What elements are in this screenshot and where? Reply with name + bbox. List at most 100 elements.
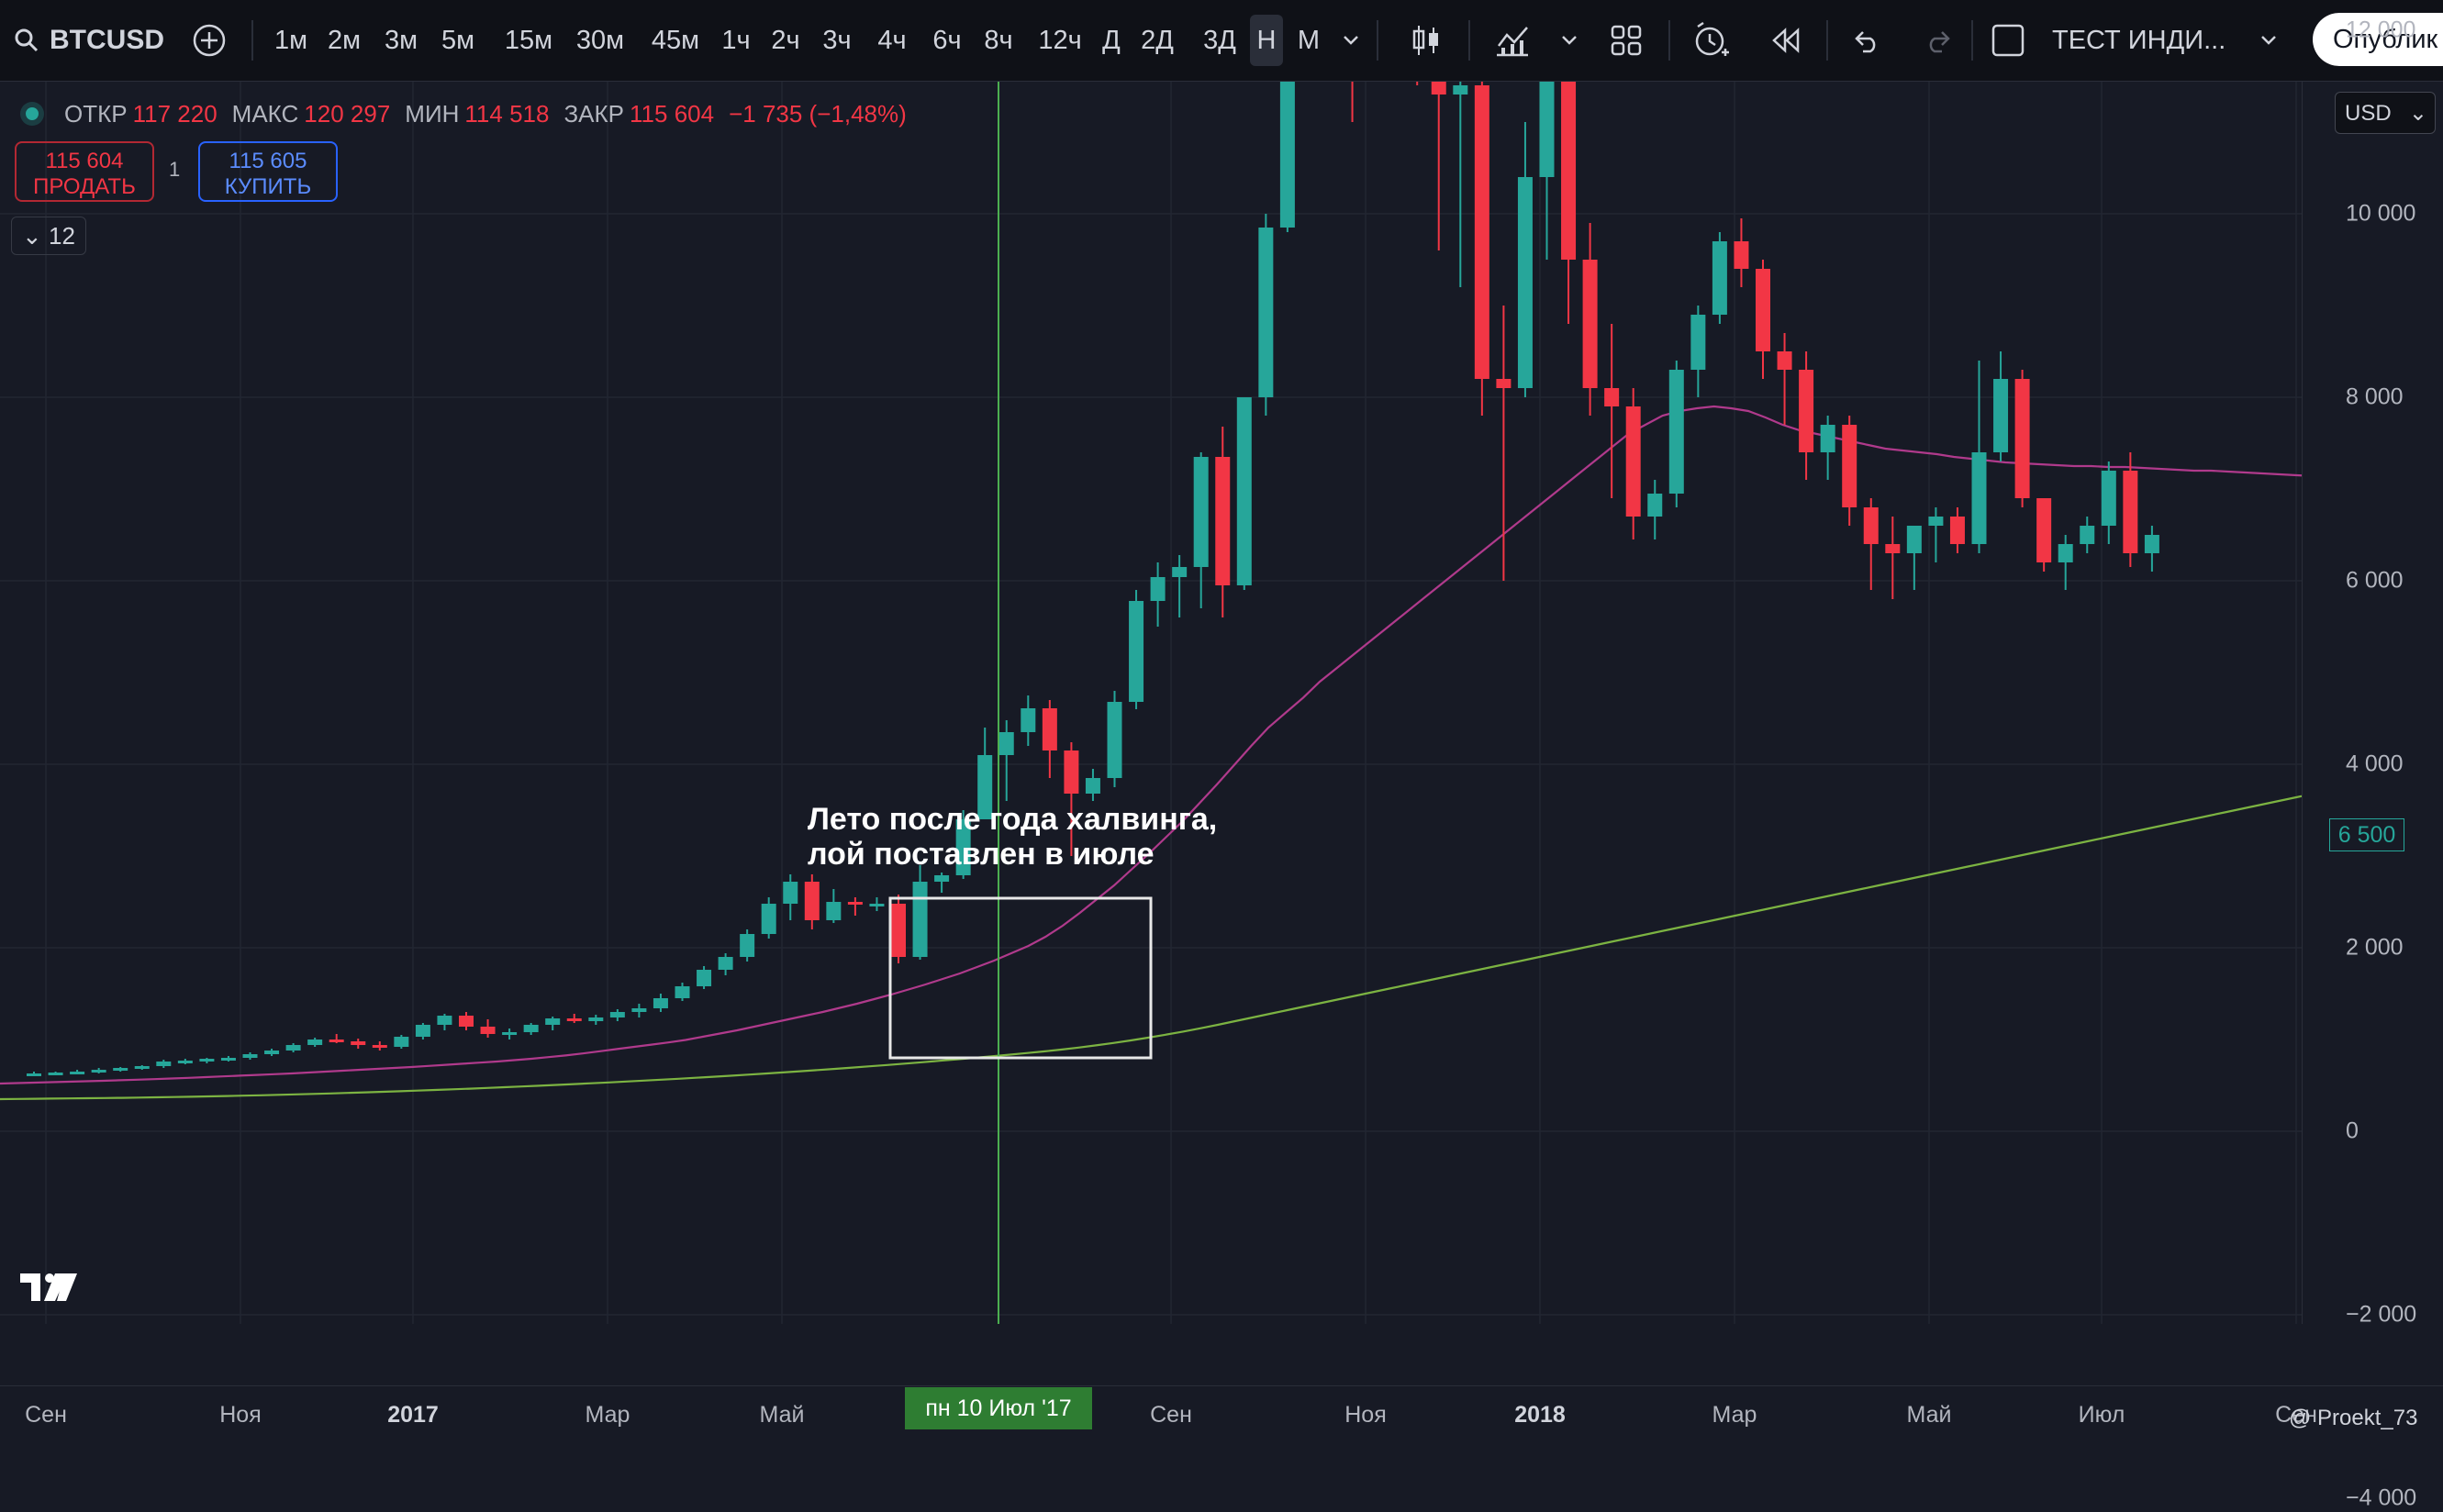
candle <box>955 810 971 879</box>
timeframe-11[interactable]: 6ч <box>932 26 962 55</box>
time-tick: Ноя <box>1344 1402 1387 1428</box>
timeframe-3[interactable]: 5м <box>441 26 475 55</box>
candle <box>998 720 1014 801</box>
candle <box>1885 517 1901 599</box>
timeframe-8[interactable]: 2ч <box>771 26 800 55</box>
timeframe-4[interactable]: 15м <box>504 26 553 55</box>
currency-value: USD <box>2345 101 2392 126</box>
candle <box>1799 351 1814 480</box>
open-value: 117 220 <box>132 99 218 128</box>
time-tick: Июл <box>2078 1402 2125 1428</box>
timeframe-1[interactable]: 2м <box>327 26 362 55</box>
candle-body <box>1799 370 1814 452</box>
candle-body <box>1561 82 1577 260</box>
timeframe-15[interactable]: 2Д <box>1141 26 1174 55</box>
timeframe-18[interactable]: М <box>1297 26 1321 55</box>
buy-button[interactable]: 115 605 КУПИТЬ <box>198 141 338 202</box>
candle <box>459 1012 474 1030</box>
candle-body <box>1993 379 2009 452</box>
candle-body <box>998 732 1014 755</box>
candle <box>1064 742 1079 856</box>
candle <box>1971 361 1987 553</box>
candle <box>826 889 842 923</box>
sell-button[interactable]: 115 604 ПРОДАТЬ <box>15 141 154 202</box>
chevron-down-icon[interactable] <box>2258 0 2280 81</box>
timeframe-14[interactable]: Д <box>1102 26 1121 55</box>
candle-body <box>675 986 690 998</box>
candle <box>220 1056 236 1062</box>
candle <box>70 1070 85 1074</box>
candle <box>1756 260 1770 379</box>
candle <box>1517 122 1533 397</box>
candle-body <box>1193 457 1209 567</box>
time-axis[interactable] <box>0 1385 2443 1447</box>
sell-label: ПРОДАТЬ <box>33 174 136 199</box>
redo-icon[interactable] <box>1922 0 1955 81</box>
add-symbol-icon[interactable] <box>191 0 228 81</box>
last-price-label: 6 500 <box>2329 818 2404 851</box>
timeframe-17[interactable]: Н <box>1250 15 1283 66</box>
symbol-name[interactable]: BTCUSD <box>50 25 164 55</box>
publish-button[interactable]: Опублик <box>2313 13 2443 66</box>
timeframe-7[interactable]: 1ч <box>721 26 751 55</box>
candle <box>91 1068 106 1073</box>
candle <box>48 1072 63 1075</box>
search-icon[interactable] <box>13 0 40 81</box>
candle-body <box>220 1058 236 1061</box>
timeframe-13[interactable]: 12ч <box>1038 26 1082 55</box>
candle-body <box>1453 85 1468 94</box>
toolbar-divider <box>1826 20 1828 61</box>
template-square-icon[interactable] <box>1990 0 2026 81</box>
candle <box>761 897 776 939</box>
alert-clock-icon[interactable] <box>1692 0 1731 81</box>
candle-body <box>27 1073 41 1076</box>
candle-body <box>697 970 712 986</box>
high-value: 120 297 <box>304 99 391 128</box>
candle-body <box>134 1066 150 1069</box>
undo-icon[interactable] <box>1850 0 1883 81</box>
currency-select[interactable]: USD ⌄ <box>2335 92 2436 134</box>
candle <box>718 953 733 975</box>
candle-body <box>1236 397 1252 585</box>
price-chart[interactable] <box>0 82 2302 1324</box>
candle-body <box>199 1059 215 1062</box>
timeframe-5[interactable]: 30м <box>575 26 625 55</box>
time-tick: Мар <box>1712 1402 1757 1428</box>
indicator-template-name[interactable]: ТЕСТ ИНДИ... <box>2052 25 2226 55</box>
ohlc-legend: ОТКР 117 220 МАКС 120 297 МИН 114 518 ЗА… <box>26 95 921 132</box>
replay-icon[interactable] <box>1768 0 1804 81</box>
timeframe-12[interactable]: 8ч <box>984 26 1013 55</box>
candle <box>1258 214 1274 416</box>
time-tick: Сен <box>2275 1402 2317 1428</box>
timeframe-16[interactable]: 3Д <box>1203 26 1236 55</box>
chart-annotation[interactable]: Лето после года халвинга, лой поставлен … <box>808 802 1217 872</box>
price-tick: 0 <box>2346 1117 2359 1144</box>
chevron-down-icon[interactable] <box>1340 0 1362 81</box>
candle <box>523 1023 539 1035</box>
candle-body <box>1842 425 1857 507</box>
candles-icon[interactable] <box>1408 0 1445 81</box>
ma-slow-line <box>0 795 2302 1101</box>
timeframe-10[interactable]: 4ч <box>877 26 907 55</box>
time-tick: Ноя <box>219 1402 262 1428</box>
candle-body <box>502 1032 518 1035</box>
price-axis[interactable] <box>2302 82 2443 1324</box>
timeframe-9[interactable]: 3ч <box>822 26 852 55</box>
timeframe-0[interactable]: 1м <box>273 26 308 55</box>
layout-grid-icon[interactable] <box>1608 0 1645 81</box>
candle-body <box>1107 702 1122 778</box>
candle-body <box>912 882 928 957</box>
candle <box>912 865 928 960</box>
chevron-down-icon[interactable] <box>1558 0 1580 81</box>
tradingview-logo-icon[interactable] <box>20 1270 79 1303</box>
candle-body <box>2036 498 2052 562</box>
price-tick: −4 000 <box>2346 1484 2417 1511</box>
timeframe-2[interactable]: 3м <box>384 26 418 55</box>
candle-body <box>1820 425 1835 452</box>
indicators-icon[interactable] <box>1494 0 1531 81</box>
timeframe-6[interactable]: 45м <box>651 26 700 55</box>
candle-body <box>783 882 798 904</box>
collapse-indicators-button[interactable]: ⌄ 12 <box>11 217 86 255</box>
candle-body <box>1734 241 1749 269</box>
candle <box>1582 223 1598 416</box>
